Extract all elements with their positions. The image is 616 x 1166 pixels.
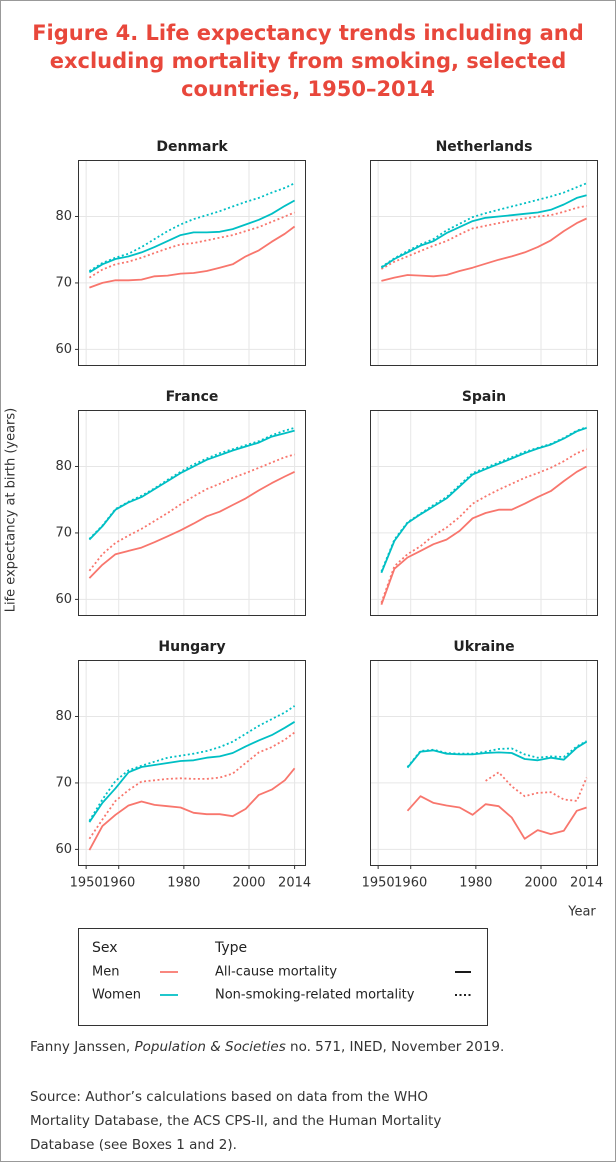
series-line [88, 427, 295, 540]
y-tick-label: 80 [55, 459, 72, 474]
panel-title: Spain [462, 389, 506, 405]
y-tick-label: 70 [55, 275, 72, 290]
x-tick-label: 1960 [102, 876, 135, 891]
panel-border [78, 410, 306, 616]
source-line: Database (see Boxes 1 and 2). [30, 1137, 237, 1153]
panel-title: Netherlands [436, 139, 533, 155]
title-line: excluding mortality from smoking, select… [50, 49, 567, 73]
panel-title: Ukraine [453, 639, 514, 655]
y-tick-label: 80 [55, 709, 72, 724]
source-line: Mortality Database, the ACS CPS-II, and … [30, 1113, 441, 1129]
panel-border [370, 410, 598, 616]
panel-background [370, 660, 598, 866]
panel-title: Denmark [156, 139, 228, 155]
y-axis-label: Life expectancy at birth (years) [4, 408, 19, 613]
panel-border [78, 660, 306, 866]
x-tick-label: 2000 [524, 876, 557, 891]
series-line [380, 448, 587, 604]
y-tick-label: 80 [55, 209, 72, 224]
series-line [406, 740, 588, 769]
panel-border [370, 160, 598, 366]
x-tick-label: 2014 [570, 876, 603, 891]
series-line [88, 721, 296, 823]
series-line [88, 199, 296, 274]
series-line [485, 771, 588, 802]
series-line [380, 465, 588, 606]
panel-border [78, 160, 306, 366]
legend-label: Women [92, 988, 141, 1003]
citation-rest: no. 571, INED, November 2019. [286, 1039, 505, 1055]
legend-label: Non-smoking-related mortality [215, 988, 415, 1003]
series-line [380, 182, 587, 268]
series-line [406, 795, 587, 840]
series-line [88, 182, 295, 272]
legend-label: All-cause mortality [215, 965, 337, 980]
x-axis-label: Year [567, 905, 596, 920]
series-line [88, 429, 295, 541]
citation-journal: Population & Societies [135, 1039, 286, 1055]
panel-title: Hungary [158, 639, 225, 655]
series-line [88, 731, 296, 840]
series-line [381, 217, 587, 282]
y-tick-label: 60 [55, 592, 72, 607]
y-tick-label: 70 [55, 775, 72, 790]
panel-background [78, 160, 306, 366]
panel-background [78, 660, 306, 866]
title-line: countries, 1950–2014 [181, 77, 435, 101]
citation: Fanny Janssen, Population & Societies no… [30, 1039, 504, 1055]
x-tick-label: 1980 [167, 876, 200, 891]
series-line [380, 194, 587, 269]
legend-title: Sex [92, 940, 118, 956]
y-tick-label: 60 [55, 342, 72, 357]
panel-title: France [166, 389, 219, 405]
series-line [88, 767, 296, 851]
series-line [406, 740, 588, 768]
x-tick-label: 1960 [394, 876, 427, 891]
y-tick-label: 60 [55, 842, 72, 857]
y-tick-label: 70 [55, 525, 72, 540]
series-line [88, 705, 296, 822]
series-line [88, 470, 295, 579]
source-line: Source: Author’s calculations based on d… [30, 1089, 428, 1105]
series-line [380, 426, 587, 572]
x-tick-label: 2014 [278, 876, 311, 891]
legend-label: Men [92, 965, 119, 980]
citation-author: Fanny Janssen, [30, 1039, 135, 1055]
panel-border [370, 660, 598, 866]
legend-title: Type [214, 940, 247, 956]
series-line [89, 225, 296, 289]
panel-background [78, 410, 306, 616]
x-tick-label: 1980 [459, 876, 492, 891]
title-line: Figure 4. Life expectancy trends includi… [32, 21, 584, 45]
series-line [380, 205, 587, 270]
x-tick-label: 1950 [362, 876, 395, 891]
legend-box [78, 928, 488, 1026]
x-tick-label: 2000 [232, 876, 265, 891]
panel-background [370, 160, 598, 366]
x-tick-label: 1950 [70, 876, 103, 891]
